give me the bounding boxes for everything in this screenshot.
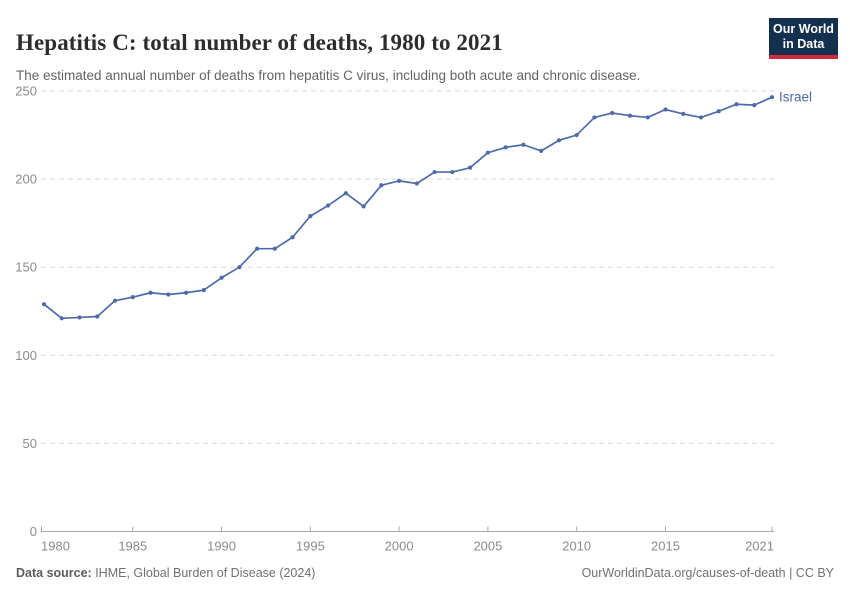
- data-point: [521, 142, 526, 147]
- data-point: [414, 181, 419, 186]
- data-point: [272, 246, 277, 251]
- data-point: [290, 235, 295, 240]
- x-tick-label: 1980: [41, 539, 70, 554]
- x-tick-label: 2010: [562, 539, 591, 554]
- data-point: [237, 265, 242, 270]
- data-point: [183, 290, 189, 295]
- data-point: [485, 150, 491, 155]
- data-point: [592, 115, 597, 120]
- y-tick-label: 150: [15, 260, 37, 275]
- data-point: [166, 292, 171, 297]
- data-point: [59, 316, 64, 321]
- data-point: [645, 115, 650, 120]
- data-point: [397, 178, 402, 183]
- data-point: [77, 315, 82, 320]
- x-tick-label: 2021: [745, 539, 774, 554]
- y-tick-label: 50: [23, 436, 37, 451]
- logo-line-1: Our World: [773, 22, 834, 36]
- data-point: [610, 110, 615, 116]
- data-point: [308, 214, 313, 219]
- data-point: [716, 109, 721, 114]
- series-label: Israel: [779, 90, 812, 105]
- x-tick-label: 1995: [296, 539, 325, 554]
- data-source-label: Data source:: [16, 566, 92, 580]
- y-tick-label: 100: [15, 348, 37, 363]
- data-point: [41, 302, 47, 307]
- chart-subtitle: The estimated annual number of deaths fr…: [16, 67, 641, 83]
- data-point: [574, 132, 579, 138]
- y-tick-label: 200: [15, 172, 37, 187]
- data-point: [627, 113, 633, 118]
- data-point: [219, 275, 224, 280]
- data-point: [734, 102, 739, 107]
- data-point: [95, 314, 100, 319]
- data-point: [361, 204, 366, 209]
- data-point: [769, 95, 775, 100]
- data-point: [698, 115, 704, 120]
- x-tick-label: 2005: [473, 539, 502, 554]
- x-tick-label: 2015: [651, 539, 680, 554]
- data-point: [752, 102, 757, 108]
- data-source-text: IHME, Global Burden of Disease (2024): [91, 566, 316, 580]
- chart-footer: Data source: IHME, Global Burden of Dise…: [16, 566, 834, 580]
- data-point: [539, 148, 544, 154]
- footer-link[interactable]: OurWorldinData.org/causes-of-death | CC …: [581, 566, 834, 580]
- owid-logo[interactable]: Our World in Data: [769, 18, 838, 59]
- x-tick-label: 2000: [385, 539, 414, 554]
- y-tick-label: 250: [15, 84, 37, 99]
- data-point: [254, 246, 260, 251]
- data-point: [379, 183, 384, 188]
- data-point: [503, 145, 508, 150]
- data-point: [325, 203, 331, 208]
- data-point: [112, 298, 118, 303]
- data-point: [432, 169, 437, 175]
- data-point: [130, 295, 135, 300]
- data-point: [201, 288, 206, 293]
- logo-line-2: in Data: [782, 36, 825, 51]
- data-point: [663, 107, 668, 112]
- y-tick-label: 0: [30, 524, 37, 539]
- data-point: [468, 165, 473, 170]
- data-source-note: Data source: IHME, Global Burden of Dise…: [16, 566, 315, 580]
- data-point: [148, 290, 153, 295]
- data-point: [450, 169, 455, 175]
- x-tick-label: 1990: [207, 539, 236, 554]
- page-title: Hepatitis C: total number of deaths, 198…: [16, 30, 503, 56]
- series-line: [43, 96, 773, 320]
- x-tick-label: 1985: [118, 539, 147, 554]
- data-point: [343, 191, 348, 196]
- data-point: [556, 138, 562, 143]
- data-point: [681, 111, 686, 117]
